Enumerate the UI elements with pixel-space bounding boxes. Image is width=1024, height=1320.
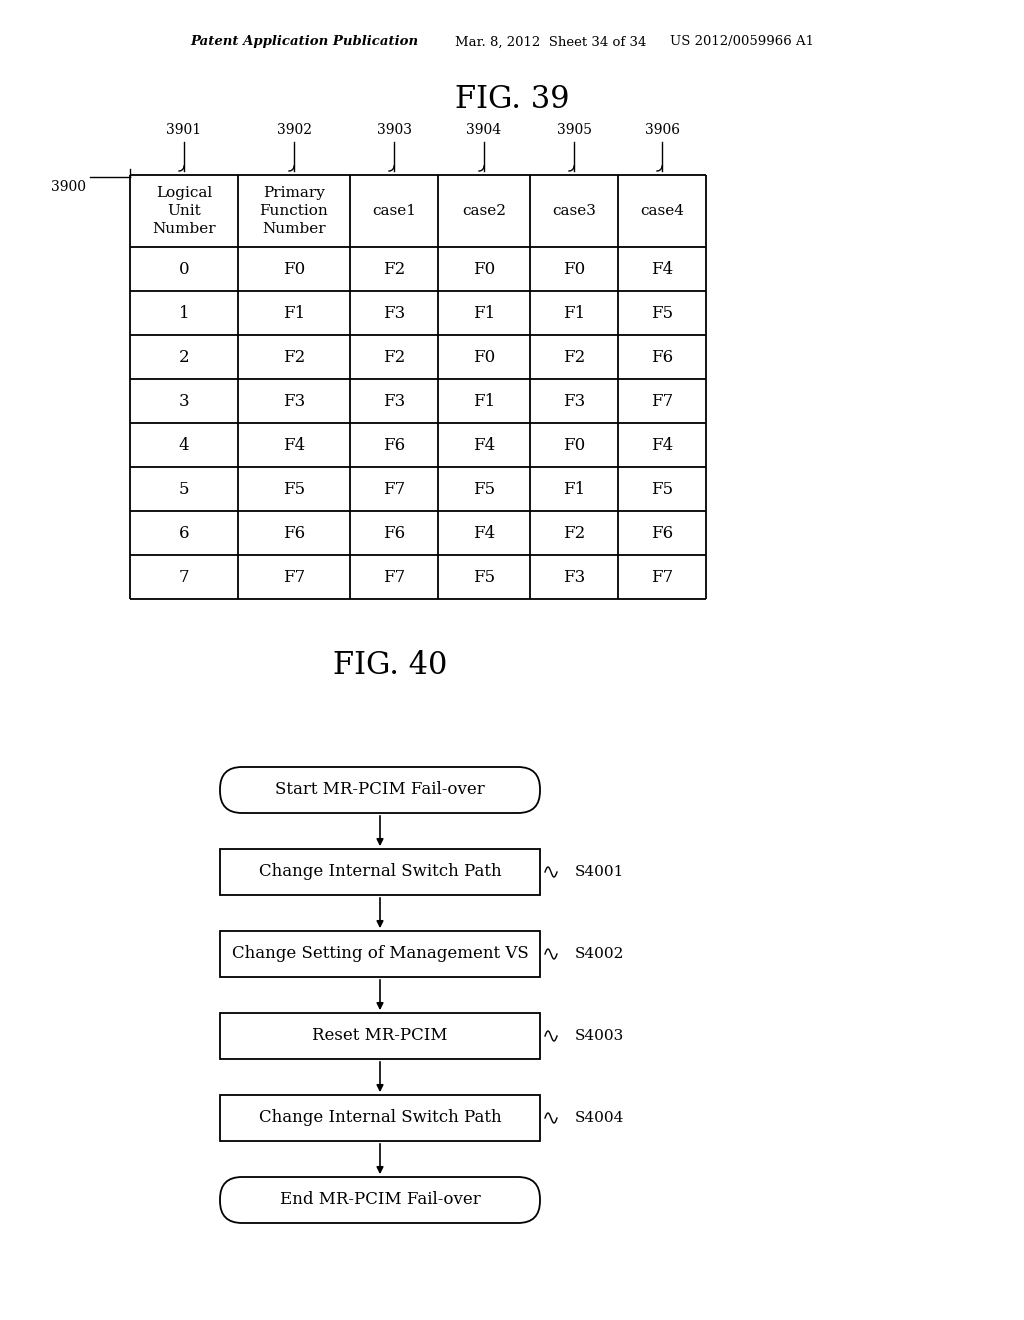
Text: F6: F6 bbox=[283, 524, 305, 541]
Text: F3: F3 bbox=[383, 392, 406, 409]
FancyBboxPatch shape bbox=[220, 767, 540, 813]
Text: F1: F1 bbox=[563, 305, 585, 322]
Text: F7: F7 bbox=[383, 569, 406, 586]
Bar bbox=[220, 1012, 540, 1059]
Text: Patent Application Publication: Patent Application Publication bbox=[190, 36, 418, 49]
Text: F5: F5 bbox=[651, 305, 673, 322]
Text: F6: F6 bbox=[651, 348, 673, 366]
Text: 0: 0 bbox=[178, 260, 189, 277]
Text: F5: F5 bbox=[473, 480, 495, 498]
Text: 3904: 3904 bbox=[467, 123, 502, 137]
Text: F4: F4 bbox=[473, 437, 496, 454]
Bar bbox=[220, 1096, 540, 1140]
Text: case4: case4 bbox=[640, 205, 684, 218]
Text: F0: F0 bbox=[473, 348, 496, 366]
Text: Change Internal Switch Path: Change Internal Switch Path bbox=[259, 863, 502, 880]
Text: F4: F4 bbox=[473, 524, 496, 541]
Text: F6: F6 bbox=[651, 524, 673, 541]
Text: F1: F1 bbox=[283, 305, 305, 322]
Text: Change Internal Switch Path: Change Internal Switch Path bbox=[259, 1110, 502, 1126]
Text: F2: F2 bbox=[383, 260, 406, 277]
Text: Start MR-PCIM Fail-over: Start MR-PCIM Fail-over bbox=[275, 781, 485, 799]
Text: Change Setting of Management VS: Change Setting of Management VS bbox=[231, 945, 528, 962]
Text: F3: F3 bbox=[283, 392, 305, 409]
Text: F3: F3 bbox=[563, 392, 585, 409]
Text: F0: F0 bbox=[283, 260, 305, 277]
Text: 3: 3 bbox=[178, 392, 189, 409]
Text: F4: F4 bbox=[651, 437, 673, 454]
Text: 5: 5 bbox=[179, 480, 189, 498]
Text: 3900: 3900 bbox=[50, 180, 85, 194]
Text: 2: 2 bbox=[178, 348, 189, 366]
Text: 1: 1 bbox=[178, 305, 189, 322]
Text: case2: case2 bbox=[462, 205, 506, 218]
Text: S4003: S4003 bbox=[575, 1030, 625, 1043]
Text: F6: F6 bbox=[383, 524, 406, 541]
Text: 4: 4 bbox=[178, 437, 189, 454]
Text: S4002: S4002 bbox=[575, 946, 625, 961]
Text: Mar. 8, 2012  Sheet 34 of 34: Mar. 8, 2012 Sheet 34 of 34 bbox=[455, 36, 646, 49]
Text: F3: F3 bbox=[383, 305, 406, 322]
Text: F0: F0 bbox=[473, 260, 496, 277]
Text: 7: 7 bbox=[178, 569, 189, 586]
Text: F7: F7 bbox=[651, 569, 673, 586]
Text: 3903: 3903 bbox=[377, 123, 412, 137]
Text: Primary
Function
Number: Primary Function Number bbox=[260, 186, 329, 236]
Text: F2: F2 bbox=[563, 348, 585, 366]
Bar bbox=[220, 931, 540, 977]
Text: 3905: 3905 bbox=[556, 123, 592, 137]
Text: F3: F3 bbox=[563, 569, 585, 586]
Text: F5: F5 bbox=[473, 569, 495, 586]
Text: 3902: 3902 bbox=[276, 123, 311, 137]
Text: 6: 6 bbox=[179, 524, 189, 541]
Text: F4: F4 bbox=[283, 437, 305, 454]
Text: F4: F4 bbox=[651, 260, 673, 277]
Text: F2: F2 bbox=[283, 348, 305, 366]
Text: 3901: 3901 bbox=[167, 123, 202, 137]
Text: F1: F1 bbox=[473, 392, 496, 409]
Text: F6: F6 bbox=[383, 437, 406, 454]
Text: S4001: S4001 bbox=[575, 865, 625, 879]
Text: F5: F5 bbox=[651, 480, 673, 498]
Text: Logical
Unit
Number: Logical Unit Number bbox=[153, 186, 216, 236]
Text: Reset MR-PCIM: Reset MR-PCIM bbox=[312, 1027, 447, 1044]
Text: End MR-PCIM Fail-over: End MR-PCIM Fail-over bbox=[280, 1192, 480, 1209]
Text: F7: F7 bbox=[651, 392, 673, 409]
Text: F7: F7 bbox=[283, 569, 305, 586]
Text: F0: F0 bbox=[563, 260, 585, 277]
Text: FIG. 40: FIG. 40 bbox=[333, 649, 447, 681]
Text: F2: F2 bbox=[563, 524, 585, 541]
Text: F1: F1 bbox=[563, 480, 585, 498]
Text: US 2012/0059966 A1: US 2012/0059966 A1 bbox=[670, 36, 814, 49]
Text: F0: F0 bbox=[563, 437, 585, 454]
Text: case1: case1 bbox=[372, 205, 416, 218]
Text: F7: F7 bbox=[383, 480, 406, 498]
Text: F2: F2 bbox=[383, 348, 406, 366]
Text: F1: F1 bbox=[473, 305, 496, 322]
Text: FIG. 39: FIG. 39 bbox=[455, 84, 569, 116]
Text: case3: case3 bbox=[552, 205, 596, 218]
Text: F5: F5 bbox=[283, 480, 305, 498]
FancyBboxPatch shape bbox=[220, 1177, 540, 1224]
Bar bbox=[220, 849, 540, 895]
Text: S4004: S4004 bbox=[575, 1111, 625, 1125]
Text: 3906: 3906 bbox=[644, 123, 680, 137]
